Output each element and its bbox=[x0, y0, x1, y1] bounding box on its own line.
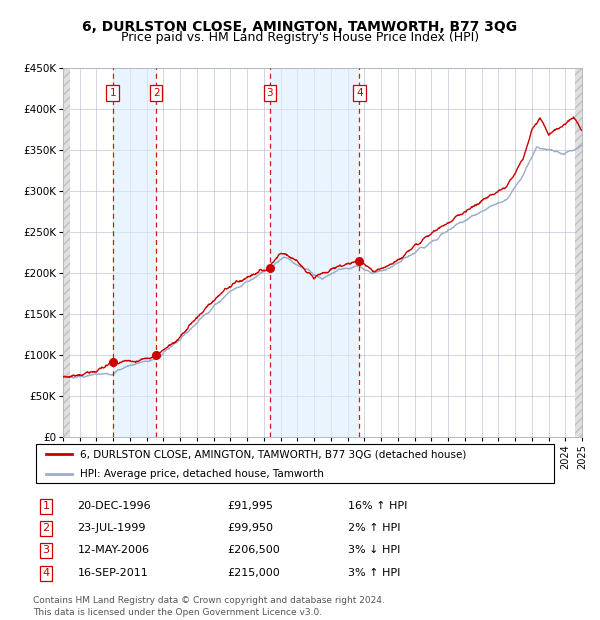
Text: 3: 3 bbox=[266, 88, 273, 98]
Text: HPI: Average price, detached house, Tamworth: HPI: Average price, detached house, Tamw… bbox=[80, 469, 324, 479]
Text: 20-DEC-1996: 20-DEC-1996 bbox=[77, 501, 151, 511]
Text: 23-JUL-1999: 23-JUL-1999 bbox=[77, 523, 146, 533]
Text: £215,000: £215,000 bbox=[227, 569, 280, 578]
Text: 12-MAY-2006: 12-MAY-2006 bbox=[77, 546, 149, 556]
Text: 16% ↑ HPI: 16% ↑ HPI bbox=[348, 501, 407, 511]
Text: 3% ↓ HPI: 3% ↓ HPI bbox=[348, 546, 400, 556]
Bar bbox=[63, 68, 70, 437]
Bar bbox=[575, 68, 582, 437]
Text: £91,995: £91,995 bbox=[227, 501, 273, 511]
Text: Contains HM Land Registry data © Crown copyright and database right 2024.
This d: Contains HM Land Registry data © Crown c… bbox=[33, 596, 385, 617]
Text: 2: 2 bbox=[43, 523, 50, 533]
Text: 4: 4 bbox=[43, 569, 50, 578]
FancyBboxPatch shape bbox=[35, 445, 554, 483]
Text: 2% ↑ HPI: 2% ↑ HPI bbox=[348, 523, 401, 533]
Text: Price paid vs. HM Land Registry's House Price Index (HPI): Price paid vs. HM Land Registry's House … bbox=[121, 31, 479, 44]
Text: £206,500: £206,500 bbox=[227, 546, 280, 556]
Bar bbox=[113, 68, 156, 437]
Text: 16-SEP-2011: 16-SEP-2011 bbox=[77, 569, 148, 578]
Text: 6, DURLSTON CLOSE, AMINGTON, TAMWORTH, B77 3QG: 6, DURLSTON CLOSE, AMINGTON, TAMWORTH, B… bbox=[82, 20, 518, 35]
Text: 1: 1 bbox=[43, 501, 50, 511]
Text: 3: 3 bbox=[43, 546, 50, 556]
Text: 6, DURLSTON CLOSE, AMINGTON, TAMWORTH, B77 3QG (detached house): 6, DURLSTON CLOSE, AMINGTON, TAMWORTH, B… bbox=[80, 449, 467, 459]
Text: 1: 1 bbox=[109, 88, 116, 98]
Text: 4: 4 bbox=[356, 88, 363, 98]
Text: 2: 2 bbox=[153, 88, 160, 98]
Bar bbox=[270, 68, 359, 437]
Text: 3% ↑ HPI: 3% ↑ HPI bbox=[348, 569, 400, 578]
Text: £99,950: £99,950 bbox=[227, 523, 273, 533]
